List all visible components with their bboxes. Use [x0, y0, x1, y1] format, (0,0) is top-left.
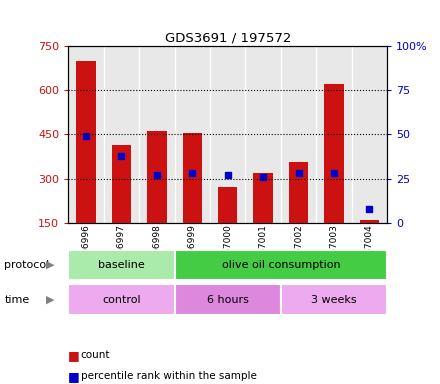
Title: GDS3691 / 197572: GDS3691 / 197572: [165, 32, 291, 45]
Text: 3 weeks: 3 weeks: [311, 295, 357, 305]
Bar: [68, 284, 175, 315]
Bar: [139, 46, 175, 223]
Text: percentile rank within the sample: percentile rank within the sample: [81, 371, 257, 381]
Bar: [210, 46, 246, 223]
Bar: [352, 46, 387, 223]
Bar: [246, 46, 281, 223]
Text: 6 hours: 6 hours: [207, 295, 249, 305]
Bar: [253, 173, 273, 223]
Text: control: control: [102, 295, 141, 305]
Text: ■: ■: [68, 370, 80, 383]
Bar: [281, 284, 387, 315]
Bar: [147, 131, 167, 223]
Bar: [175, 46, 210, 223]
Bar: [175, 250, 387, 280]
Text: time: time: [4, 295, 29, 305]
Bar: [76, 61, 95, 223]
Text: ■: ■: [68, 349, 80, 362]
Text: ▶: ▶: [46, 295, 55, 305]
Bar: [316, 46, 352, 223]
Bar: [104, 46, 139, 223]
Bar: [324, 84, 344, 223]
Bar: [183, 133, 202, 223]
Bar: [68, 250, 175, 280]
Text: olive oil consumption: olive oil consumption: [222, 260, 340, 270]
Text: ▶: ▶: [46, 260, 55, 270]
Bar: [360, 220, 379, 223]
Bar: [112, 145, 131, 223]
Bar: [175, 284, 281, 315]
Bar: [68, 46, 104, 223]
Text: count: count: [81, 350, 110, 360]
Text: baseline: baseline: [98, 260, 145, 270]
Text: protocol: protocol: [4, 260, 50, 270]
Bar: [289, 162, 308, 223]
Bar: [281, 46, 316, 223]
Bar: [218, 187, 238, 223]
